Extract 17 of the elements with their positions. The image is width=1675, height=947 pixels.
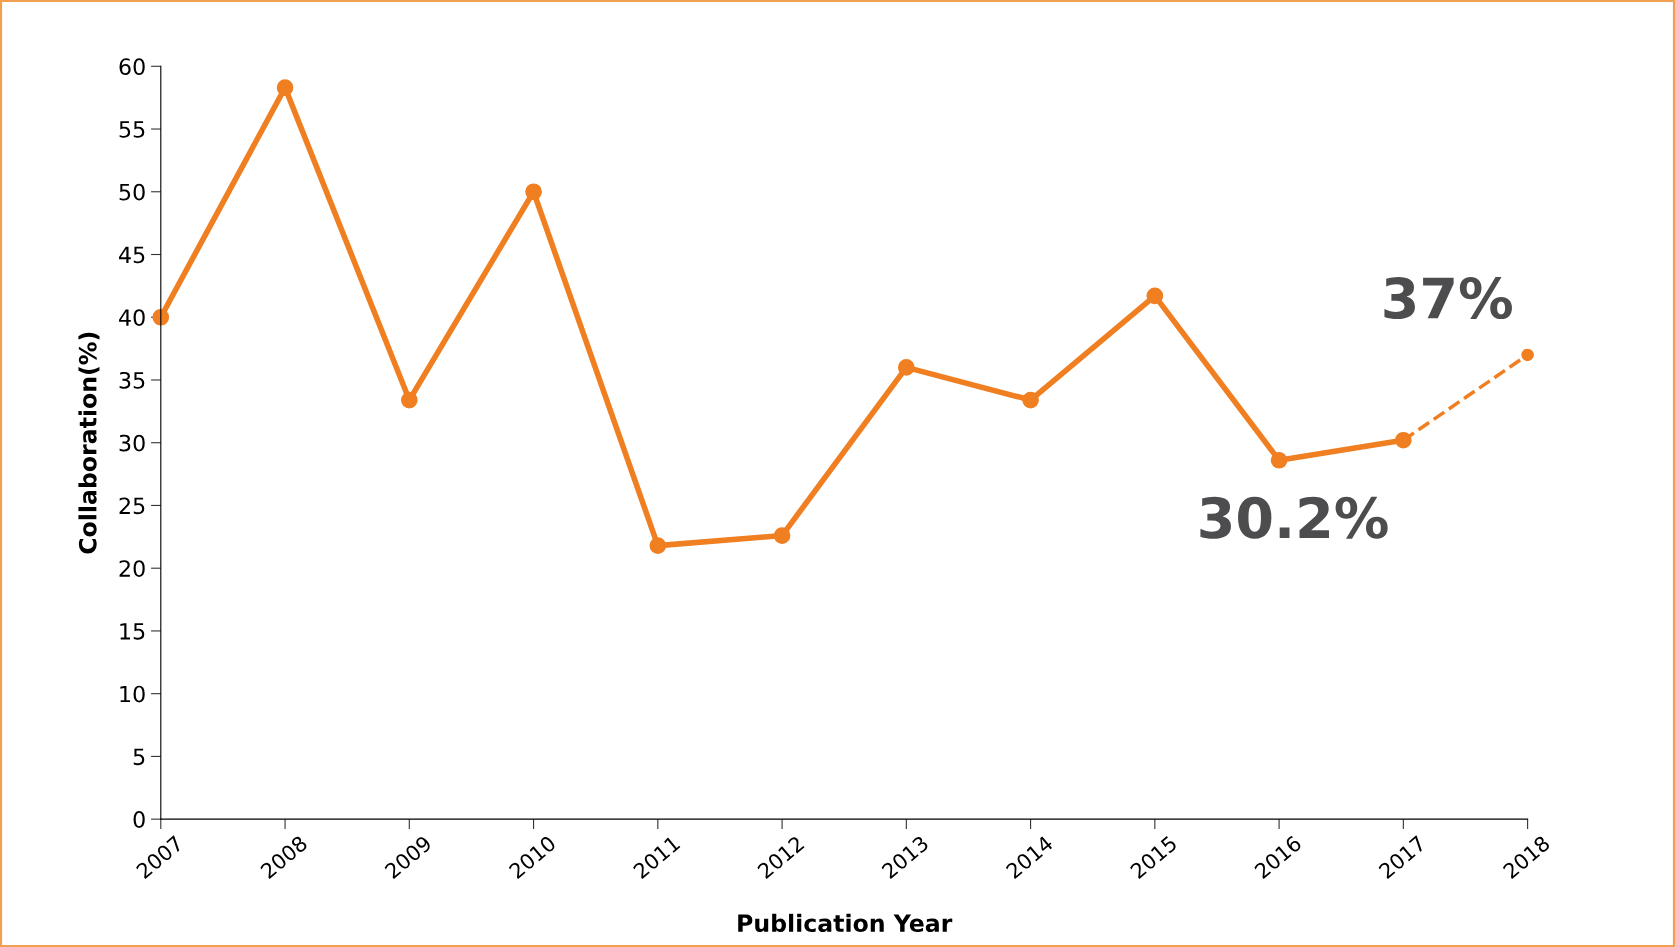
y-tick-label: 25 [119,497,145,515]
y-tick-label: 20 [119,560,145,577]
y-tick-label: 60 [119,58,145,76]
y-tick-label: 45 [119,246,145,264]
y-tick-label: 5 [133,748,145,766]
y-tick-label: 30 [119,434,145,452]
x-axis-title: Publication Year [738,913,953,933]
y-tick-label: 40 [119,309,145,326]
annotation: 37% [1384,277,1512,320]
y-axis-title: Collaboration(%) [78,332,100,554]
y-tick-label: 10 [120,685,145,703]
y-tick-label: 15 [120,623,145,640]
y-tick-label: 50 [119,183,145,201]
y-tick-label: 35 [119,371,145,389]
y-tick-label: 0 [133,811,145,828]
annotation: 30.2% [1200,496,1388,539]
y-tick-label: 55 [119,121,145,138]
